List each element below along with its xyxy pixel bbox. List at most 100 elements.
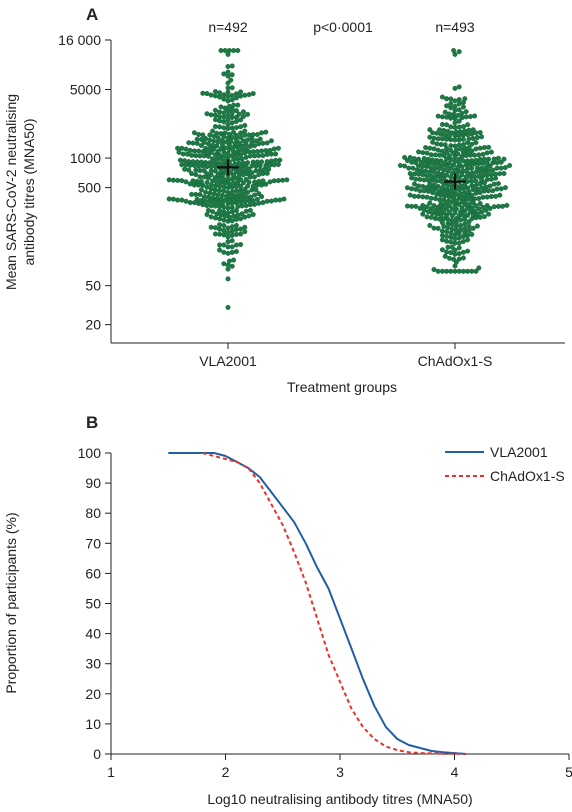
data-point (456, 245, 462, 251)
data-point (218, 104, 224, 110)
data-point (435, 170, 441, 176)
data-point (238, 226, 244, 232)
data-point (480, 160, 486, 166)
data-point (242, 128, 248, 134)
series-line-chadox1 (202, 452, 466, 755)
data-point (180, 151, 186, 157)
data-point (191, 130, 197, 136)
data-point (498, 159, 504, 165)
data-point (166, 196, 172, 202)
data-point (491, 156, 497, 162)
data-point (459, 110, 465, 116)
data-point (221, 249, 227, 255)
panel-b: B 0 10 20 30 40 50 60 70 80 90 100 1 2 3 4 5 VLA2001 C… (3, 413, 572, 807)
data-point (497, 192, 503, 198)
data-point (397, 162, 403, 168)
panel-a: A n=492 p<0·0001 n=493 20 50 500 1000 5000 16… (3, 5, 565, 395)
data-point (435, 136, 441, 142)
data-point (175, 197, 181, 203)
data-point (240, 109, 246, 115)
data-point (413, 176, 419, 182)
data-point (459, 115, 465, 121)
data-point (242, 132, 248, 138)
data-point (240, 180, 246, 186)
data-point (238, 89, 244, 95)
data-point (476, 265, 482, 271)
data-point (208, 112, 214, 118)
data-point (473, 268, 479, 274)
data-point (448, 165, 454, 171)
data-point (225, 85, 231, 91)
data-point (194, 159, 200, 165)
data-point (217, 226, 223, 232)
data-point (428, 152, 434, 158)
data-point (445, 225, 451, 231)
data-point (271, 178, 277, 184)
data-point (469, 268, 475, 274)
data-point (439, 232, 445, 238)
data-point (229, 249, 235, 255)
data-point (226, 214, 232, 220)
data-point (495, 155, 501, 161)
data-point (218, 146, 224, 152)
data-point (210, 128, 216, 134)
legend-label-vla2001: VLA2001 (490, 444, 548, 460)
data-point (203, 198, 209, 204)
data-point (481, 180, 487, 186)
data-point (444, 238, 450, 244)
data-point (231, 129, 237, 135)
data-point (233, 242, 239, 248)
data-point (229, 92, 235, 98)
data-point (456, 101, 462, 107)
data-point (404, 185, 410, 191)
data-point (212, 117, 218, 123)
panel-a-points (166, 48, 513, 310)
data-point (217, 109, 223, 115)
data-point (217, 188, 223, 194)
data-point (481, 145, 487, 151)
data-point (271, 162, 277, 168)
data-point (444, 122, 450, 128)
data-point (453, 224, 459, 230)
data-point (229, 85, 235, 91)
annotation-n-vla2001: n=492 (208, 19, 248, 35)
data-point (448, 268, 454, 274)
data-point (470, 225, 476, 231)
data-point (409, 203, 415, 209)
data-point (225, 117, 231, 123)
data-point (462, 96, 468, 102)
data-point (179, 178, 185, 184)
data-point (256, 178, 262, 184)
data-point (247, 207, 253, 213)
data-point (225, 250, 231, 256)
data-point (460, 142, 466, 148)
data-point (225, 205, 231, 211)
data-point (420, 211, 426, 217)
panel-a-y-ticks: 20 50 500 1000 5000 16 000 (58, 32, 111, 333)
data-point (453, 220, 459, 226)
data-point (437, 197, 443, 203)
data-point (233, 137, 239, 143)
data-point (452, 251, 458, 257)
data-point (191, 148, 197, 154)
data-point (456, 118, 462, 124)
data-point (231, 257, 237, 263)
data-point (416, 149, 422, 155)
data-point (431, 182, 437, 188)
data-point (427, 222, 433, 228)
data-point (476, 196, 482, 202)
data-point (416, 183, 422, 189)
data-point (222, 105, 228, 111)
data-point (435, 113, 441, 119)
data-point (225, 210, 231, 216)
data-point (232, 193, 238, 199)
data-point (441, 216, 447, 222)
data-point (465, 122, 471, 128)
data-point (221, 125, 227, 131)
data-point (243, 141, 249, 147)
data-point (501, 170, 507, 176)
data-point (449, 170, 455, 176)
data-point (484, 203, 490, 209)
data-point (439, 94, 445, 100)
data-point (423, 145, 429, 151)
